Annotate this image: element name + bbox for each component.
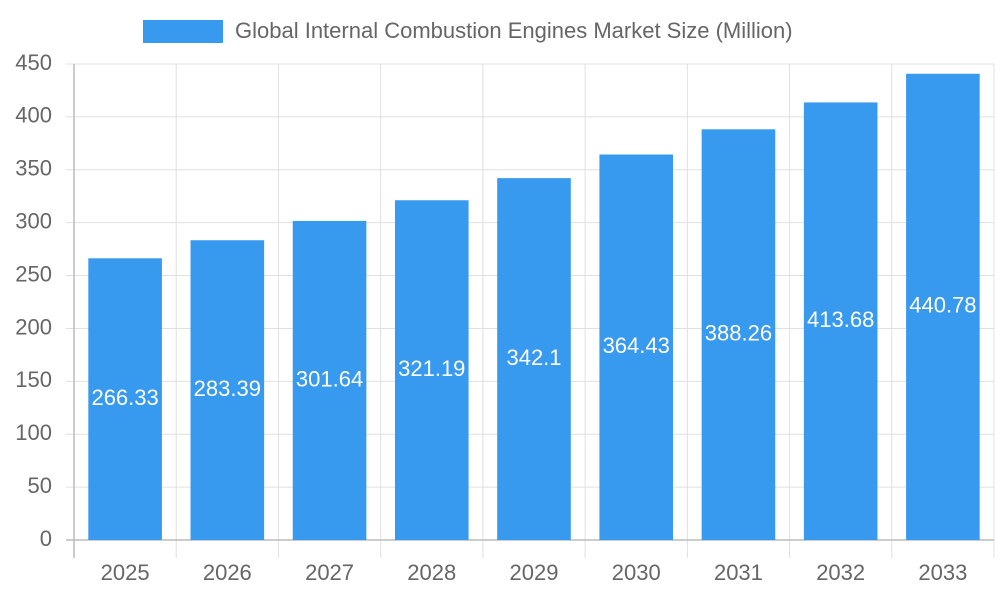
data-label: 321.19: [398, 356, 465, 381]
y-tick-label: 0: [40, 526, 52, 551]
y-tick-label: 150: [15, 367, 52, 392]
data-label: 266.33: [91, 385, 158, 410]
x-tick-label: 2029: [510, 560, 559, 585]
data-label: 388.26: [705, 320, 772, 345]
x-tick-label: 2032: [816, 560, 865, 585]
y-tick-label: 200: [15, 314, 52, 339]
data-label: 364.43: [603, 333, 670, 358]
y-tick-label: 400: [15, 103, 52, 128]
data-label: 283.39: [194, 376, 261, 401]
data-label: 440.78: [909, 293, 976, 318]
data-label: 301.64: [296, 366, 363, 391]
x-tick-label: 2027: [305, 560, 354, 585]
data-label: 413.68: [807, 307, 874, 332]
x-tick-label: 2028: [407, 560, 456, 585]
data-label: 342.1: [506, 345, 561, 370]
x-tick-label: 2033: [918, 560, 967, 585]
bar: [803, 102, 878, 540]
y-tick-label: 100: [15, 420, 52, 445]
bar: [394, 200, 469, 540]
y-tick-label: 450: [15, 50, 52, 75]
legend-swatch: [143, 20, 223, 43]
bar: [906, 73, 980, 540]
y-tick-label: 300: [15, 208, 52, 233]
bar: [701, 129, 776, 541]
bar: [88, 258, 162, 540]
y-tick-label: 350: [15, 156, 52, 181]
bar: [599, 154, 674, 540]
bar: [190, 240, 265, 540]
bar: [497, 178, 571, 540]
x-tick-label: 2025: [101, 560, 150, 585]
y-tick-label: 50: [28, 473, 52, 498]
y-tick-label: 250: [15, 261, 52, 286]
bar: [292, 220, 367, 540]
legend-label: Global Internal Combustion Engines Marke…: [235, 18, 793, 43]
x-tick-label: 2026: [203, 560, 252, 585]
x-tick-label: 2031: [714, 560, 763, 585]
x-tick-label: 2030: [612, 560, 661, 585]
